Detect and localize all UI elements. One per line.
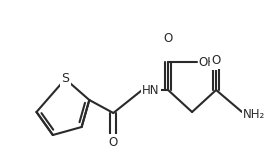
Text: O: O: [163, 31, 173, 45]
Text: OH: OH: [199, 55, 217, 69]
Text: NH₂: NH₂: [243, 107, 265, 121]
Text: HN: HN: [142, 83, 160, 97]
Text: S: S: [61, 73, 69, 85]
Text: O: O: [109, 136, 118, 149]
Text: O: O: [211, 55, 221, 67]
